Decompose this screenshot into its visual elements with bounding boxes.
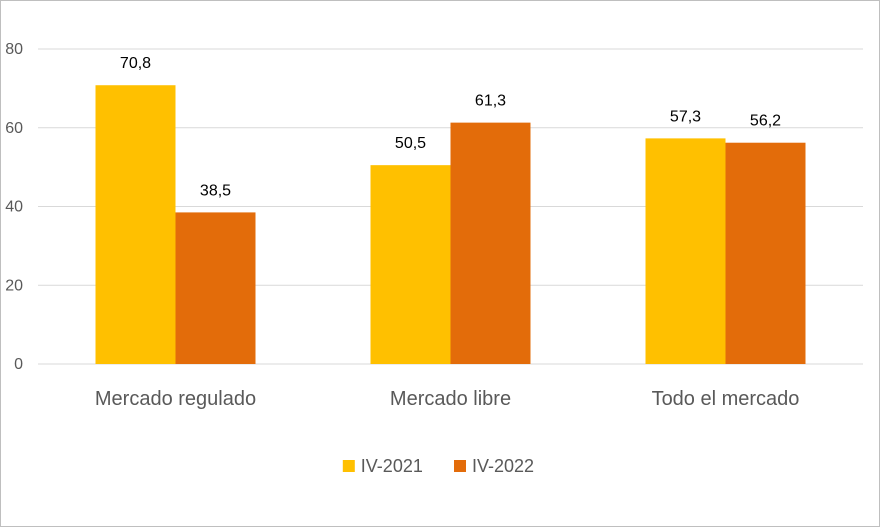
bar-IV-2021-1: [370, 165, 451, 364]
legend-label: IV-2022: [472, 456, 534, 476]
data-label: 50,5: [395, 135, 426, 152]
y-tick-label: 40: [5, 199, 23, 216]
legend-item-0: IV-2021: [342, 456, 423, 476]
category-label: Todo el mercado: [652, 388, 800, 410]
x-axis-categories: Mercado regulado Mercado libre Todo el mer…: [95, 388, 800, 410]
legend-swatch: [454, 460, 466, 472]
y-tick-label: 60: [5, 120, 23, 137]
bar-IV-2021-0: [95, 85, 176, 364]
data-label: 61,3: [475, 93, 506, 110]
bar-IV-2021-2: [645, 138, 726, 364]
y-tick-label: 20: [5, 277, 23, 294]
bar-IV-2022-2: [725, 142, 806, 364]
data-label: 57,3: [670, 108, 701, 125]
bars: [95, 85, 806, 364]
y-axis-ticks: 0 20 40 60 80: [5, 41, 23, 373]
legend: IV-2021 IV-2022: [342, 456, 534, 476]
y-tick-label: 0: [14, 356, 23, 373]
data-label: 70,8: [120, 55, 151, 72]
data-labels: 70,8 38,5 50,5 61,3 57,3 56,2: [120, 55, 781, 199]
category-label: Mercado libre: [390, 388, 511, 410]
data-label: 56,2: [750, 113, 781, 130]
bar-IV-2022-1: [450, 122, 531, 364]
legend-swatch: [342, 460, 355, 472]
legend-label: IV-2021: [361, 456, 423, 476]
legend-item-1: IV-2022: [454, 456, 534, 476]
category-label: Mercado regulado: [95, 388, 256, 410]
bar-IV-2022-0: [175, 212, 256, 364]
y-tick-label: 80: [5, 41, 23, 58]
data-label: 38,5: [200, 182, 231, 199]
